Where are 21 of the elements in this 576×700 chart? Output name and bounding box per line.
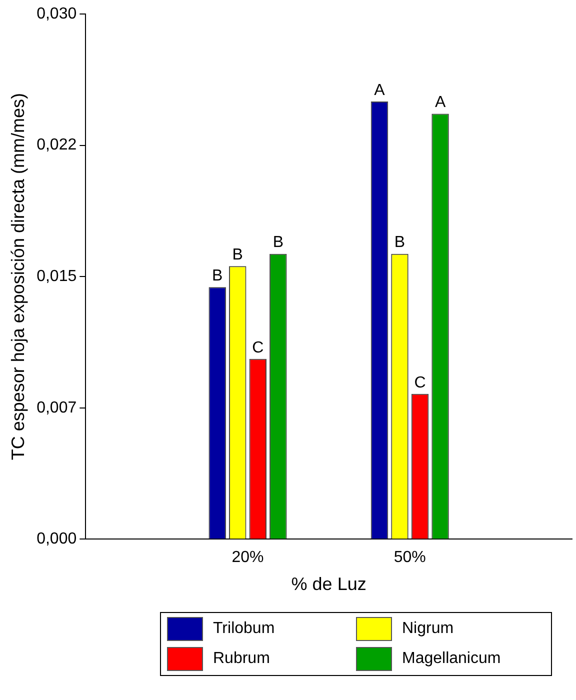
y-tick-label: 0,015 bbox=[36, 268, 77, 286]
annotation: B bbox=[394, 234, 406, 252]
legend-label: Rubrum bbox=[213, 650, 270, 668]
annotation: C bbox=[414, 374, 426, 392]
annotation: C bbox=[252, 339, 264, 356]
annotation: B bbox=[272, 234, 284, 252]
legend-label: Magellanicum bbox=[402, 650, 501, 668]
y-tick-label: 0,007 bbox=[36, 399, 77, 416]
x-axis-title: % de Luz bbox=[291, 574, 366, 594]
y-axis-title: TC espesor hoja exposición directa (mm/mes) bbox=[8, 93, 28, 460]
annotation: A bbox=[434, 94, 446, 112]
y-tick-label: 0,030 bbox=[36, 5, 77, 22]
x-tick-label: 50% bbox=[394, 549, 426, 566]
legend-label: Nigrum bbox=[402, 620, 454, 638]
x-tick-label: 20% bbox=[232, 549, 264, 566]
annotation: B bbox=[232, 246, 243, 264]
annotation: B bbox=[212, 268, 223, 285]
y-tick-label: 0,022 bbox=[36, 136, 77, 154]
legend-label: Trilobum bbox=[213, 620, 275, 638]
y-tick-label: 0,000 bbox=[36, 530, 77, 548]
annotation: A bbox=[374, 82, 386, 99]
